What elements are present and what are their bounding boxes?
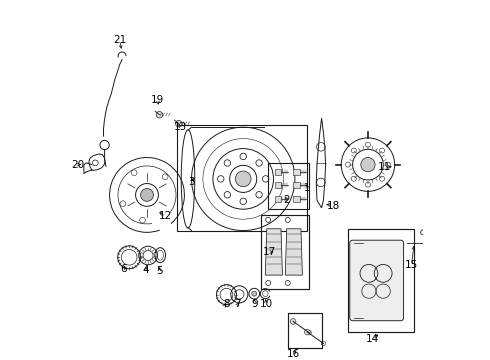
Text: 6: 6 [120,264,126,274]
Circle shape [252,291,257,296]
Circle shape [156,112,163,118]
Circle shape [141,189,153,201]
FancyBboxPatch shape [350,240,404,321]
Circle shape [218,176,224,182]
Circle shape [386,162,391,167]
Text: 17: 17 [263,247,276,257]
Circle shape [380,148,385,153]
Circle shape [256,160,262,166]
Text: 2: 2 [283,195,290,205]
Text: 13: 13 [174,122,188,132]
Text: 1: 1 [304,183,311,193]
Bar [261,215,309,289]
Circle shape [317,143,325,151]
Text: 7: 7 [235,299,241,309]
Bar [268,163,309,209]
Text: 16: 16 [287,348,300,359]
Text: 5: 5 [156,266,163,276]
Circle shape [131,170,137,176]
Bar [274,169,281,175]
Circle shape [351,176,356,181]
Text: 20: 20 [71,159,84,170]
Bar [177,125,307,230]
Text: 19: 19 [151,95,164,105]
Bar [293,196,299,202]
Bar [293,183,299,188]
Circle shape [366,142,370,147]
Circle shape [120,201,126,207]
Text: 15: 15 [405,260,418,270]
Text: 21: 21 [113,35,126,45]
Text: 18: 18 [327,201,340,211]
Circle shape [361,158,375,172]
Text: 11: 11 [378,162,392,172]
Circle shape [235,171,251,187]
Circle shape [351,148,356,153]
Polygon shape [285,229,302,275]
Circle shape [240,198,246,204]
Circle shape [317,178,325,187]
Circle shape [366,182,370,187]
Bar [293,169,299,175]
Circle shape [224,160,231,166]
Text: 14: 14 [366,334,379,344]
Bar [348,229,414,332]
Circle shape [175,121,182,127]
Circle shape [380,176,385,181]
Circle shape [304,329,310,335]
Text: 3: 3 [188,177,195,188]
Circle shape [290,319,296,324]
Circle shape [224,192,231,198]
Text: 10: 10 [260,299,273,309]
Text: 9: 9 [251,299,258,309]
Circle shape [240,153,246,159]
Circle shape [140,217,146,223]
Circle shape [345,162,350,167]
Text: 12: 12 [159,211,172,221]
Circle shape [256,192,262,198]
Polygon shape [265,229,282,275]
Circle shape [162,174,168,180]
Bar [274,196,281,202]
Circle shape [263,176,269,182]
Bar [288,312,321,348]
Bar [274,183,281,188]
Text: 4: 4 [143,265,149,275]
Text: 8: 8 [223,299,229,309]
